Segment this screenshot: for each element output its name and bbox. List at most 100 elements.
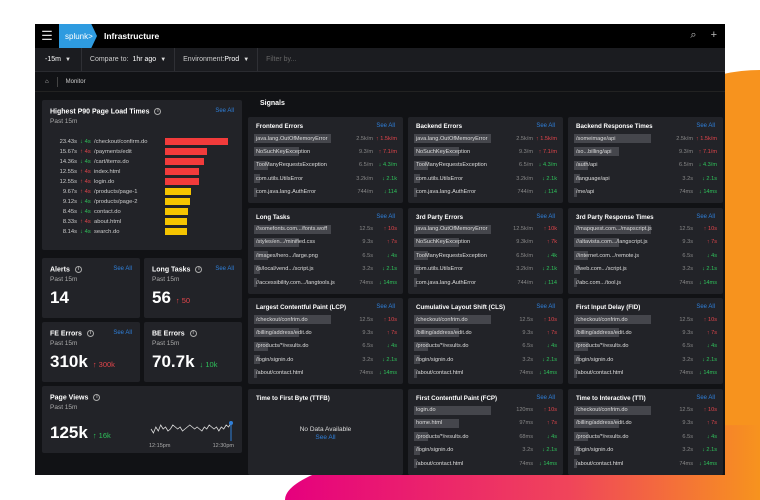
signal-row[interactable]: login.do 120ms ↑ 10s [414, 405, 557, 415]
info-icon[interactable]: i [154, 108, 162, 115]
see-all-link[interactable]: See All [696, 213, 715, 220]
compare-dropdown[interactable]: Compare to: 1hr ago ▼ [82, 48, 176, 71]
current-marker-dot[interactable] [229, 421, 233, 425]
signal-row[interactable]: NoSuchKeyException 9.3/m ↑ 7.1/m [414, 147, 557, 157]
hamburger-icon[interactable]: ☰ [41, 28, 53, 43]
signal-row[interactable]: //abc.com.../tool.js 74ms ↓ 14ms [574, 278, 717, 288]
page-load-row[interactable]: 14.36s ↓ 4s/cart/items.do [50, 157, 129, 166]
signal-row[interactable]: /someimage/api 2.5k/m ↑ 1.5k/m [574, 134, 717, 143]
signal-row[interactable]: com.java.lang.AuthError 744/m ↓ 114 [414, 278, 557, 288]
signal-row[interactable]: /checkout/confrim.do 12.5s ↑ 10s [574, 405, 717, 415]
page-load-row[interactable]: 8.33s ↑ 4s about.html [50, 217, 121, 226]
see-all-link[interactable]: See All [113, 266, 132, 272]
filter-input[interactable]: Filter by... [266, 56, 297, 63]
signal-row[interactable]: com.java.lang.AuthError 744/m ↓ 114 [414, 187, 557, 197]
see-all-link[interactable]: See All [696, 123, 715, 129]
see-all-link[interactable]: See All [315, 433, 336, 441]
signal-row[interactable]: /products/*/results.do 6.5s ↓ 4s [574, 341, 717, 351]
signal-row[interactable]: TooManyRequestsException 6.5/m ↓ 4.3/m [254, 160, 397, 170]
see-all-link[interactable]: See All [536, 394, 555, 401]
plus-icon[interactable]: + [710, 29, 717, 41]
signal-row[interactable]: /login/signin.do 3.2s ↓ 2.1s [574, 445, 717, 455]
card-title: Backend Response Times [576, 123, 653, 130]
page-load-row[interactable]: 12.55s ↑ 4s login.do [50, 177, 115, 186]
signal-row[interactable]: com.utils.UtilsError 3.2k/m ↓ 2.1k [414, 174, 557, 184]
signal-row[interactable]: //web.com.../script.js 3.2s ↓ 2.1s [574, 264, 717, 274]
signal-row[interactable]: java.lang.OutOfMemoryError 12.5k/m ↑ 10k [414, 224, 557, 234]
signal-row[interactable]: /products/*/results.do 6.5s ↓ 4s [254, 341, 397, 351]
see-all-link[interactable]: See All [113, 330, 132, 336]
signal-row[interactable]: /images/hero.../large.png 6.5s ↓ 4s [254, 251, 397, 261]
see-all-link[interactable]: See All [376, 304, 395, 310]
info-icon[interactable]: i [93, 394, 101, 401]
page-load-row[interactable]: 23.43s ↓ 4s/checkout/confirm.do [50, 137, 148, 146]
signal-row[interactable]: /login/signin.do 3.2s ↓ 2.1s [254, 355, 397, 365]
page-load-row[interactable]: 15.67s ↑ 4s/payments/edit [50, 147, 132, 156]
signal-row[interactable]: com.utils.UtilsError 3.2k/m ↓ 2.1k [414, 264, 557, 274]
signal-row[interactable]: /styles/en.../minified.css 9.3s ↑ 7s [254, 237, 397, 247]
page-load-row[interactable]: 8.14s ↓ 4s search.do [50, 227, 120, 236]
see-all-link[interactable]: See All [536, 123, 555, 129]
signal-row[interactable]: /products/*/results.do 68ms ↓ 4s [414, 432, 557, 442]
signal-row[interactable]: /so...billing/api 9.3/m ↑ 7.1/m [574, 147, 717, 157]
see-all-link[interactable]: See All [536, 213, 555, 220]
signal-row[interactable]: /about/contact.html 74ms ↓ 14ms [574, 368, 717, 378]
signal-row[interactable]: //altavista.com.../langscript.js 9.3s ↑ 7s [574, 237, 717, 247]
signal-row[interactable]: /billing/address/edit.do 9.3s ↑ 7s [254, 328, 397, 338]
page-load-row[interactable]: 9.12s ↓ 4s/products/page-2 [50, 197, 138, 206]
signal-row[interactable]: /about/contact.html 74ms ↓ 14ms [414, 459, 557, 469]
page-load-row[interactable]: 9.67s ↑ 4s/products/page-1 [50, 187, 138, 196]
signal-row[interactable]: /products/*/results.do 6.5s ↓ 4s [414, 341, 557, 351]
signal-row[interactable]: java.lang.OutOfMemoryError 2.5k/m ↑ 1.5k/m [414, 134, 557, 143]
see-all-link[interactable]: See All [376, 123, 395, 129]
signal-row[interactable]: /login/signin.do 3.2s ↓ 2.1s [414, 355, 557, 365]
see-all-link[interactable]: See All [536, 304, 555, 310]
signal-row[interactable]: /about/contact.html 74ms ↓ 14ms [254, 368, 397, 378]
page-load-row[interactable]: 8.45s ↓ 4s contact.do [50, 207, 121, 216]
page-load-row[interactable]: 12.55s ↑ 4s index.html [50, 167, 121, 176]
environment-dropdown[interactable]: Environment:Prod ▼ [175, 48, 259, 71]
see-all-link[interactable]: See All [376, 213, 395, 220]
signal-row[interactable]: com.java.lang.AuthError 744/m ↓ 114 [254, 187, 397, 197]
signal-row[interactable]: /billing/address/edit.do 9.3s ↑ 7s [414, 328, 557, 338]
signal-row[interactable]: /about/contact.html 74ms ↓ 14ms [414, 368, 557, 378]
signal-row[interactable]: /billing/address/edit.do 9.3s ↑ 7s [574, 418, 717, 428]
signal-row[interactable]: NoSuchKeyException 9.3k/m ↑ 7k [414, 237, 557, 247]
signal-row[interactable]: //mapquest.com.../mapscript.js 12.5s ↑ 10s [574, 224, 717, 234]
signal-row[interactable]: /about/contact.html 74ms ↓ 14ms [574, 459, 717, 469]
signal-row[interactable]: /checkout/confrim.do 12.5s ↑ 10s [574, 315, 717, 324]
kpi-value: 310k ↑ 300k [50, 352, 115, 371]
signal-row[interactable]: /checkout/confrim.do 12.5s ↑ 10s [254, 315, 397, 324]
signal-row[interactable]: home.html 97ms ↑ 7s [414, 418, 557, 428]
see-all-link[interactable]: See All [215, 108, 234, 114]
signal-row[interactable]: /language/api 3.2s ↓ 2.1s [574, 174, 717, 184]
see-all-link[interactable]: See All [696, 304, 715, 310]
signal-row[interactable]: //internet.com.../remote.js 6.5s ↓ 4s [574, 251, 717, 261]
home-icon[interactable]: ⌂ [45, 78, 49, 85]
signal-row[interactable]: /checkout/confrim.do 12.5s ↑ 10s [414, 315, 557, 324]
signal-row[interactable]: /me/api 74ms ↓ 14ms [574, 187, 717, 197]
info-icon[interactable]: i [74, 266, 82, 273]
see-all-link[interactable]: See All [215, 266, 234, 272]
signal-row[interactable]: java.lang.OutOfMemoryError 2.5k/m ↑ 1.5k/m [254, 134, 397, 143]
see-all-link[interactable]: See All [696, 394, 715, 401]
signal-row[interactable]: /login/signin.do 3.2s ↓ 2.1s [414, 445, 557, 455]
signal-row[interactable]: NoSuchKeyException 9.3/m ↑ 7.1/m [254, 147, 397, 157]
signal-row[interactable]: /billing/address/edit.do 9.3s ↑ 7s [574, 328, 717, 338]
info-icon[interactable]: i [189, 330, 197, 337]
signal-row[interactable]: TooManyRequestsException 6.5/m ↓ 4.3/m [414, 160, 557, 170]
signal-row[interactable]: /login/signin.do 3.2s ↓ 2.1s [574, 355, 717, 365]
signal-row[interactable]: TooManyRequestsException 6.5k/m ↓ 4k [414, 251, 557, 261]
info-icon[interactable]: i [86, 330, 94, 337]
signal-row[interactable]: //somefonts.com.../fonts.woff 12.5s ↑ 10s [254, 224, 397, 234]
info-icon[interactable]: i [195, 266, 203, 273]
splunk-logo[interactable]: splunk> [59, 24, 97, 48]
search-icon[interactable]: ⌕ [690, 29, 697, 41]
signal-row[interactable]: /auth/api 6.5/m ↓ 4.3/m [574, 160, 717, 170]
signal-row[interactable]: /js/local/vend.../script.js 3.2s ↓ 2.1s [254, 264, 397, 274]
signal-row[interactable]: com.utils.UtilsError 3.2k/m ↓ 2.1k [254, 174, 397, 184]
signal-row[interactable]: /products/*/results.do 6.5s ↓ 4s [574, 432, 717, 442]
time-range-dropdown[interactable]: -15m ▼ [35, 48, 82, 71]
panel-title: Long Tasks i [152, 266, 203, 273]
signal-row[interactable]: //accessibility.com.../langtools.js 74ms ↓… [254, 278, 397, 288]
